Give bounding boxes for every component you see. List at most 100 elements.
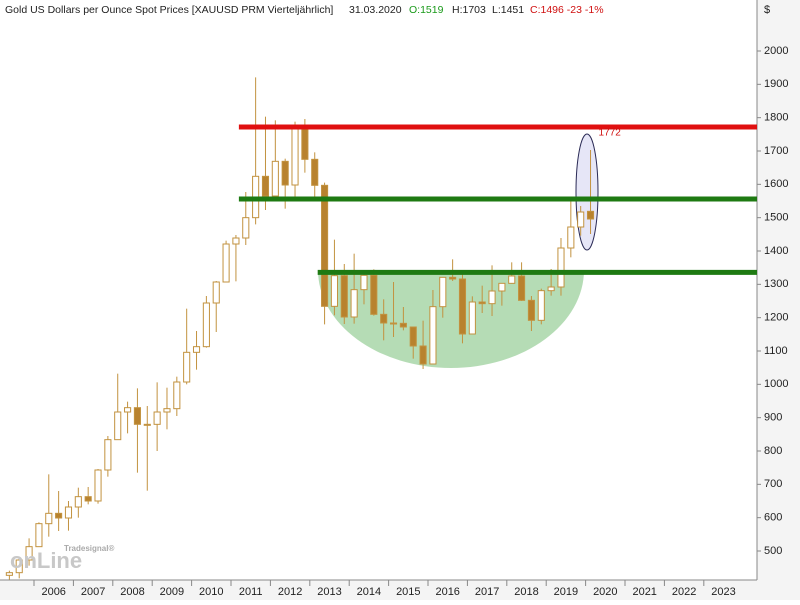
candle-body — [537, 290, 545, 321]
candle-body — [389, 322, 398, 325]
candle-body — [439, 276, 447, 308]
y-tick-label: 2000 — [764, 45, 788, 57]
candle-body — [25, 546, 33, 561]
candle-body — [370, 274, 378, 315]
candle-body — [419, 345, 427, 365]
candle-body — [350, 289, 358, 318]
candle-body — [478, 301, 486, 305]
candle-body — [429, 306, 437, 365]
candle-body — [340, 275, 348, 318]
x-tick-label: 2006 — [41, 586, 65, 598]
candle-body — [242, 217, 250, 239]
candle-body — [321, 184, 329, 307]
x-tick-label: 2007 — [81, 586, 105, 598]
candle-body — [399, 322, 407, 328]
header-title: Gold US Dollars per Ounce Spot Prices [X… — [5, 4, 333, 16]
candle-body — [449, 276, 457, 280]
x-tick-label: 2019 — [554, 586, 578, 598]
y-tick-label: 1400 — [764, 245, 788, 257]
y-tick-label: 900 — [764, 412, 782, 424]
y-tick-label: 1000 — [764, 378, 788, 390]
candle-body — [567, 226, 575, 249]
candle-body — [5, 572, 13, 576]
x-tick-label: 2014 — [357, 586, 381, 598]
candle-body — [301, 126, 309, 160]
watermark-large: onLine — [10, 548, 82, 573]
header-date: 31.03.2020 — [349, 4, 402, 16]
candle-body — [222, 243, 230, 283]
candle-body — [311, 158, 319, 186]
x-tick-label: 2021 — [632, 586, 656, 598]
candle-body — [104, 439, 112, 471]
candle-body — [458, 278, 467, 335]
y-tick-label: 1600 — [764, 178, 788, 190]
y-tick-label: 700 — [764, 478, 782, 490]
candle-body — [557, 247, 565, 288]
x-tick-label: 2012 — [278, 586, 302, 598]
header-low: L:1451 — [492, 4, 524, 16]
candle-body — [163, 408, 171, 413]
candle-body — [291, 126, 299, 186]
x-tick-label: 2020 — [593, 586, 617, 598]
candle-body — [202, 302, 210, 348]
candle-body — [330, 275, 338, 307]
candle-body — [94, 469, 102, 502]
candle-body — [409, 326, 417, 347]
candle-body — [45, 512, 53, 525]
candle-body — [527, 299, 535, 321]
candle-body — [586, 210, 595, 220]
candle-body — [173, 381, 181, 410]
header-open: O:1519 — [409, 4, 444, 16]
candle-body — [183, 351, 191, 383]
y-tick-label: 1900 — [764, 78, 788, 90]
highlight-ellipse — [575, 133, 599, 251]
candle-body — [508, 275, 516, 284]
x-tick-label: 2018 — [514, 586, 538, 598]
x-tick-label: 2008 — [120, 586, 144, 598]
header-high: H:1703 — [452, 4, 486, 16]
candle-body — [547, 286, 555, 292]
x-tick-label: 2022 — [672, 586, 696, 598]
candles — [5, 77, 595, 580]
x-tick-label: 2013 — [317, 586, 341, 598]
y-tick-label: 500 — [764, 545, 782, 557]
x-tick-label: 2023 — [711, 586, 735, 598]
x-tick-label: 2010 — [199, 586, 223, 598]
y-tick-label: 1500 — [764, 212, 788, 224]
candle-body — [232, 237, 240, 245]
y-tick-label: 1200 — [764, 312, 788, 324]
candle-body — [380, 313, 388, 324]
candle-body — [281, 160, 289, 186]
candle-body — [64, 506, 73, 519]
x-tick-label: 2016 — [435, 586, 459, 598]
x-tick-label: 2011 — [239, 586, 263, 598]
candle-body — [360, 274, 368, 291]
candle-body — [212, 281, 220, 304]
candle-body — [133, 407, 141, 425]
overlay: 500 600 700 800 900 1000 1100 1200 1300 1400 1500 1… — [33, 45, 788, 598]
candle-body — [577, 211, 585, 228]
y-tick-label: 800 — [764, 445, 782, 457]
watermark-small: Tradesignal® — [64, 544, 114, 553]
candle-body — [153, 411, 161, 425]
y-tick-label: 1800 — [764, 112, 788, 124]
y-axis-panel — [757, 0, 800, 600]
y-tick-label: 1700 — [764, 145, 788, 157]
candle-body — [488, 290, 496, 305]
candle-body — [114, 411, 122, 441]
candle-body — [15, 559, 23, 574]
y-tick-label: 1300 — [764, 278, 788, 290]
cup-shape — [318, 270, 584, 368]
candle-body — [124, 407, 132, 413]
candle-body — [271, 160, 279, 197]
candle-body — [143, 423, 151, 426]
candle-body — [84, 496, 92, 502]
y-tick-label: 1100 — [764, 345, 788, 357]
candle-body — [55, 512, 63, 519]
annotation: 1772 — [599, 128, 622, 139]
x-tick-label: 2015 — [396, 586, 420, 598]
candle-body — [35, 523, 43, 548]
x-axis-panel — [0, 580, 800, 600]
x-tick-label: 2017 — [475, 586, 499, 598]
